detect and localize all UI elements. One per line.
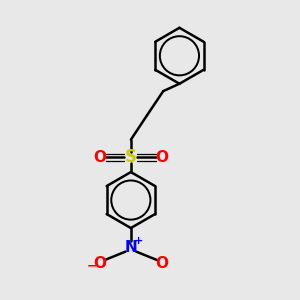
Text: +: + bbox=[134, 236, 143, 246]
Text: O: O bbox=[93, 256, 106, 271]
Text: O: O bbox=[155, 150, 168, 165]
Text: O: O bbox=[155, 256, 168, 271]
Text: −: − bbox=[87, 260, 98, 273]
Text: S: S bbox=[125, 148, 137, 166]
Text: O: O bbox=[93, 150, 106, 165]
Text: N: N bbox=[124, 240, 137, 255]
